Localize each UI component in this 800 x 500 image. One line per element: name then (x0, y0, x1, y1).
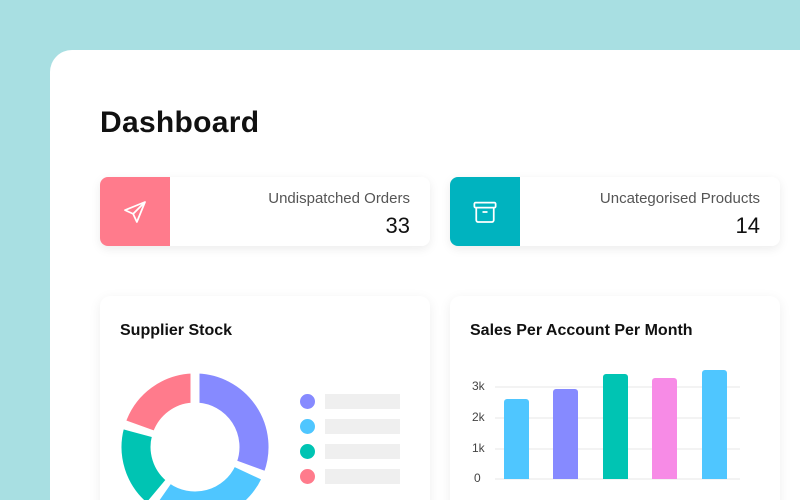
card-title: Supplier Stock (120, 322, 233, 339)
paper-plane-icon (100, 177, 170, 246)
bar[interactable] (603, 374, 628, 479)
donut-segment[interactable] (196, 370, 270, 475)
donut-segment[interactable] (152, 463, 265, 500)
y-axis-tick: 1k (472, 441, 485, 455)
bar[interactable] (702, 370, 727, 479)
y-axis-tick: 2k (472, 410, 485, 424)
legend-dot (300, 419, 315, 434)
stat-card-undispatched-orders[interactable]: Undispatched Orders 33 (100, 177, 430, 246)
legend-label-placeholder (325, 444, 400, 459)
stat-label: Undispatched Orders (268, 190, 410, 207)
legend-label-placeholder (325, 394, 400, 409)
donut-segment[interactable] (120, 425, 170, 500)
legend-item (300, 419, 400, 434)
stat-value: 14 (735, 213, 760, 238)
legend-label-placeholder (325, 419, 400, 434)
page-title: Dashboard (100, 106, 260, 139)
bar[interactable] (553, 389, 578, 479)
legend-dot (300, 394, 315, 409)
stat-label: Uncategorised Products (599, 190, 760, 207)
y-axis-tick: 0 (474, 471, 481, 485)
legend-label-placeholder (325, 469, 400, 484)
sales-per-account-card: Sales Per Account Per Month 3k 2k 1k 0 (450, 296, 780, 500)
legend-item (300, 394, 400, 409)
archive-box-icon (450, 177, 520, 246)
y-axis-tick: 3k (472, 379, 485, 393)
gridline (495, 478, 740, 480)
card-title: Sales Per Account Per Month (470, 322, 693, 339)
legend-item (300, 444, 400, 459)
donut-segment[interactable] (122, 370, 194, 435)
donut-chart (120, 370, 270, 500)
legend-item (300, 469, 400, 484)
supplier-stock-card: Supplier Stock (100, 296, 430, 500)
bar[interactable] (652, 378, 677, 479)
legend-dot (300, 444, 315, 459)
stat-card-uncategorised-products[interactable]: Uncategorised Products 14 (450, 177, 780, 246)
legend-dot (300, 469, 315, 484)
stat-value: 33 (385, 213, 410, 238)
bar[interactable] (504, 399, 529, 479)
